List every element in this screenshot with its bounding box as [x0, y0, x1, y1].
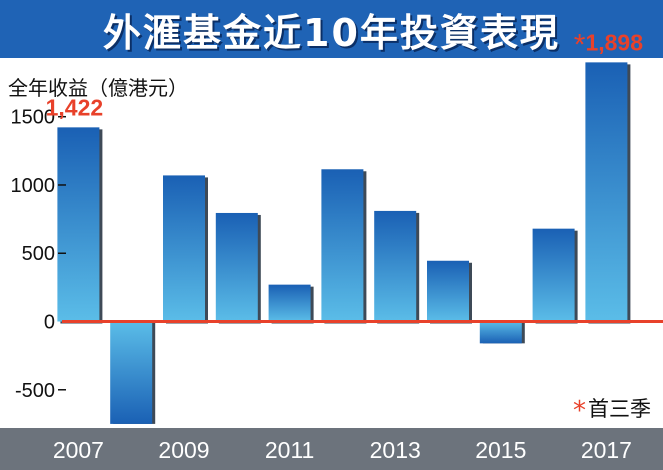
bar-rect — [215, 212, 258, 322]
y-tick-label: 0 — [44, 312, 55, 334]
x-axis-band — [0, 428, 663, 470]
y-ticks-group: -500 0 500 1000 1500 — [11, 107, 66, 402]
bar-2008 — [110, 321, 156, 424]
y-tick-label: 500 — [22, 243, 55, 265]
title-bar: 外滙基金近10年投資表現 — [0, 0, 663, 58]
footnote: *首三季 — [573, 393, 651, 426]
x-tick-label: 2009 — [158, 437, 209, 463]
bar-rect — [427, 260, 469, 322]
footnote-text: 首三季 — [588, 397, 651, 421]
bar-rect — [268, 284, 311, 322]
bar-2007 — [57, 127, 103, 324]
bars-group — [57, 62, 663, 424]
x-tick-label: 2011 — [265, 437, 314, 463]
bar-rect — [321, 169, 364, 322]
bar-rect — [57, 127, 100, 322]
bar-2013 — [374, 210, 420, 324]
bar-rect — [585, 62, 628, 322]
bar-2015 — [479, 321, 525, 344]
x-ticks-group: 2007 2009 2011 2013 2015 2017 — [53, 437, 632, 463]
bar-rect — [110, 321, 153, 424]
y-tick-label: 1000 — [11, 175, 56, 197]
bar-2016 — [532, 228, 578, 324]
bar-rect — [532, 228, 575, 322]
data-labels-group: 1,422 *1,898 — [46, 28, 644, 120]
x-tick-label: 2013 — [370, 437, 421, 463]
data-label-2017: *1,898 — [574, 28, 643, 61]
bar-2012 — [321, 169, 367, 324]
y-tick-label: 1500 — [11, 107, 56, 129]
x-tick-label: 2017 — [581, 437, 632, 463]
x-tick-label: 2015 — [475, 437, 526, 463]
bar-2017 — [585, 62, 631, 324]
bar-rect — [479, 321, 522, 344]
footnote-star: * — [573, 396, 586, 426]
chart-title: 外滙基金近10年投資表現 — [103, 10, 560, 55]
bar-2009 — [163, 175, 208, 324]
bar-rect — [163, 175, 205, 322]
data-label-star: * — [574, 28, 586, 61]
y-axis-label: 全年收益（億港元） — [8, 76, 188, 100]
data-label-value: 1,898 — [585, 29, 643, 55]
bar-2010 — [215, 212, 261, 324]
data-label-2007: 1,422 — [46, 94, 104, 120]
bar-2014 — [427, 260, 472, 324]
y-tick-label: -500 — [15, 380, 55, 402]
bar-rect — [374, 210, 417, 322]
bar-2011 — [268, 284, 314, 324]
x-tick-label: 2007 — [53, 437, 104, 463]
